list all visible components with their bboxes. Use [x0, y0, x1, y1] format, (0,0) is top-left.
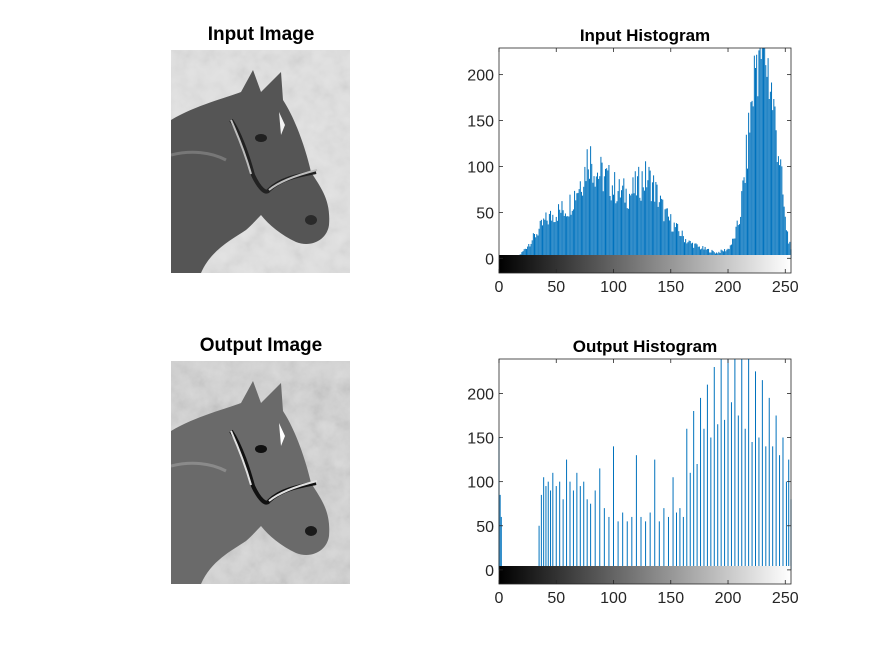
input-histogram-xtick-label: 150 [657, 279, 684, 296]
output-histogram-colorbar [499, 566, 791, 584]
output-histogram-xtick-label: 100 [600, 590, 627, 607]
input-histogram-ytick-label: 50 [476, 205, 494, 222]
input-image [170, 50, 350, 273]
input-histogram-axes-box [498, 47, 792, 274]
output-histogram-bars [498, 359, 792, 570]
output-histogram-axes: 0 50 100 150 200 250 0 50 100 150 200 [467, 358, 799, 607]
input-histogram-colorbar [499, 255, 791, 273]
output-histogram-ytick-label: 0 [485, 563, 494, 580]
output-histogram-axes-box [498, 358, 792, 585]
output-image [170, 361, 350, 584]
input-histogram-ytick-label: 100 [467, 159, 494, 176]
output-histogram-ytick-label: 100 [467, 475, 494, 492]
output-histogram-title: Output Histogram [573, 337, 718, 356]
horse-photo [170, 50, 350, 273]
input-histogram-ytick-label: 0 [485, 251, 494, 268]
input-histogram-axes: 0 50 100 150 200 250 0 50 100 150 200 [467, 47, 799, 296]
output-histogram-xtick-label: 250 [772, 590, 799, 607]
output-histogram-xtick-label: 0 [495, 590, 504, 607]
input-histogram-ytick-label: 150 [467, 114, 494, 131]
input-histogram-xtick-label: 250 [772, 279, 799, 296]
input-image-title: Input Image [207, 24, 315, 45]
input-histogram-bars [516, 48, 792, 259]
input-histogram-ytick-label: 200 [467, 68, 494, 85]
horse-photo-equalized [170, 361, 350, 584]
input-histogram-xtick-label: 0 [495, 279, 504, 296]
output-histogram-xtick-label: 50 [547, 590, 565, 607]
input-histogram-title: Input Histogram [580, 26, 710, 45]
input-histogram-xtick-label: 200 [715, 279, 742, 296]
output-histogram-ytick-label: 200 [467, 386, 494, 403]
output-histogram-xtick-label: 150 [657, 590, 684, 607]
output-image-title: Output Image [199, 335, 323, 356]
output-histogram-ytick-label: 150 [467, 431, 494, 448]
output-histogram-ytick-label: 50 [476, 519, 494, 536]
input-histogram-xtick-label: 50 [547, 279, 565, 296]
output-histogram-xtick-label: 200 [715, 590, 742, 607]
input-histogram-xtick-label: 100 [600, 279, 627, 296]
